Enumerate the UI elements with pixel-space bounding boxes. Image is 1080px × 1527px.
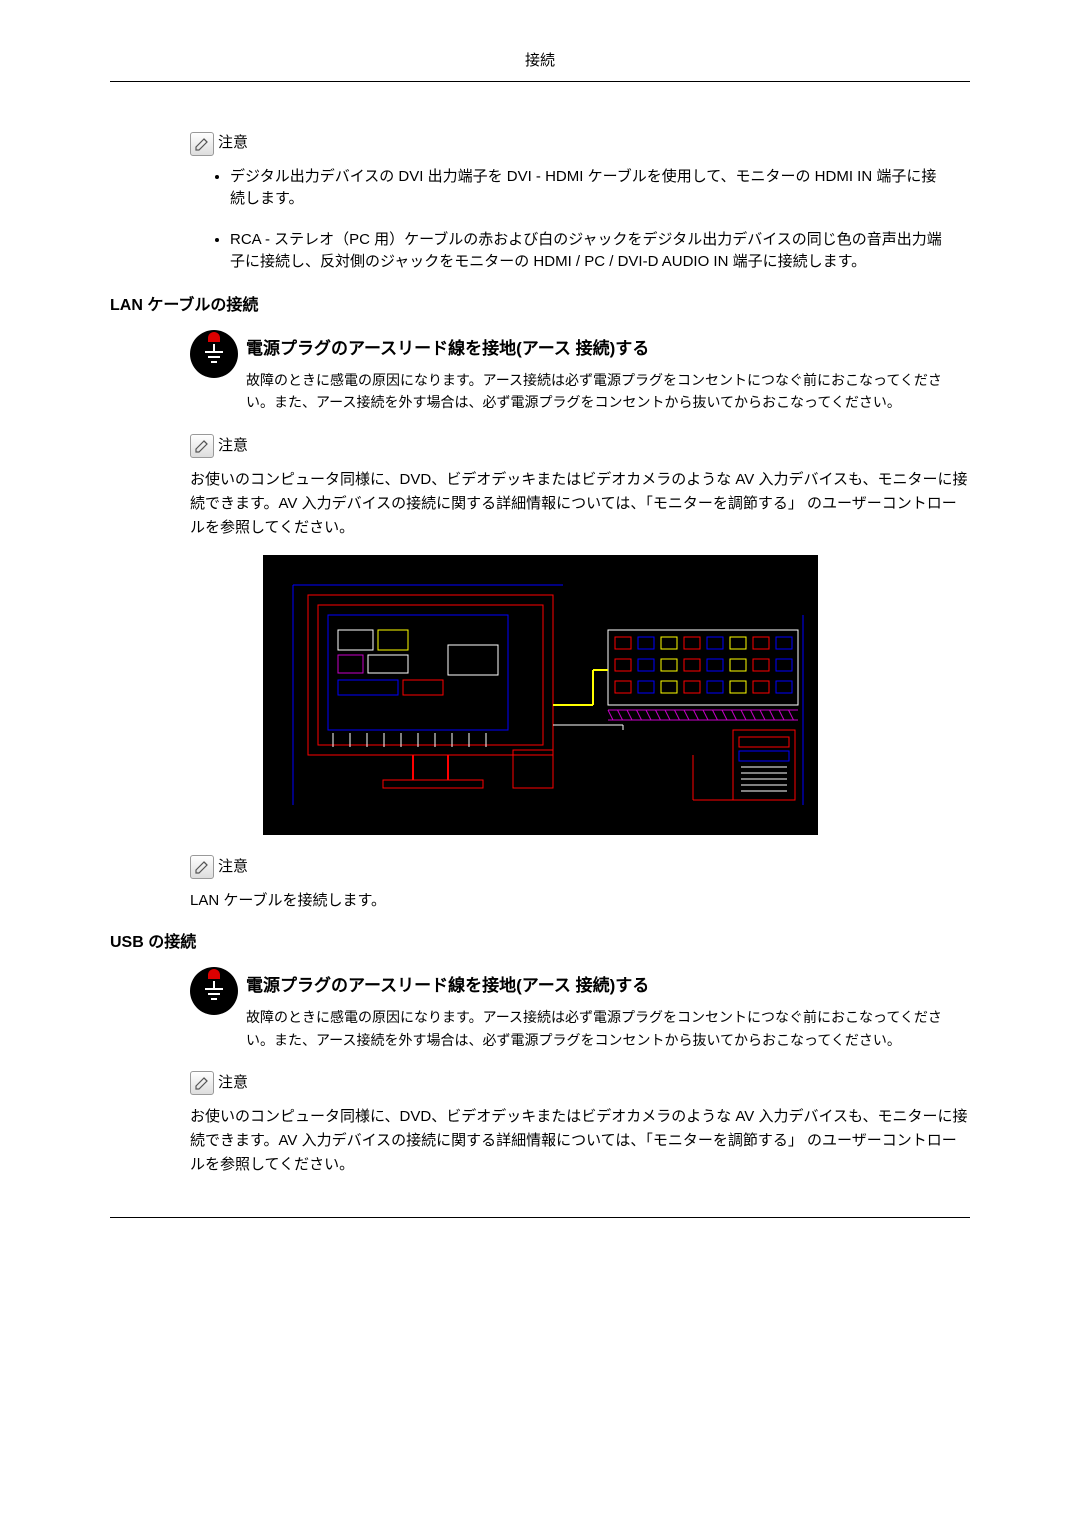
connection-diagram bbox=[263, 555, 818, 835]
warning-title: 電源プラグのアースリード線を接地(アース 接続)する bbox=[246, 973, 970, 999]
note-label: 注意 bbox=[218, 1072, 248, 1095]
pencil-note-icon bbox=[190, 855, 214, 879]
section-heading-lan: LAN ケーブルの接続 bbox=[110, 294, 970, 318]
warning-text: 故障のときに感電の原因になります。アース接続は必ず電源プラグをコンセントにつなぐ… bbox=[246, 1006, 970, 1051]
body-paragraph: お使いのコンピュータ同様に、DVD、ビデオデッキまたはビデオカメラのような AV… bbox=[190, 1105, 970, 1177]
bullet-list: デジタル出力デバイスの DVI 出力端子を DVI - HDMI ケーブルを使用… bbox=[230, 166, 970, 274]
body-paragraph: LAN ケーブルを接続します。 bbox=[190, 889, 970, 913]
warning-block: 電源プラグのアースリード線を接地(アース 接続)する 故障のときに感電の原因にな… bbox=[190, 967, 970, 1051]
warning-text: 故障のときに感電の原因になります。アース接続は必ず電源プラグをコンセントにつなぐ… bbox=[246, 369, 970, 414]
pencil-note-icon bbox=[190, 1071, 214, 1095]
page-header-title: 接続 bbox=[110, 50, 970, 82]
note-header: 注意 bbox=[190, 132, 970, 156]
ground-warning-icon bbox=[190, 330, 238, 378]
section-heading-usb: USB の接続 bbox=[110, 931, 970, 955]
pencil-note-icon bbox=[190, 132, 214, 156]
warning-block: 電源プラグのアースリード線を接地(アース 接続)する 故障のときに感電の原因にな… bbox=[190, 330, 970, 414]
note-header: 注意 bbox=[190, 1071, 970, 1095]
note-header: 注意 bbox=[190, 855, 970, 879]
warning-content: 電源プラグのアースリード線を接地(アース 接続)する 故障のときに感電の原因にな… bbox=[246, 967, 970, 1051]
body-paragraph: お使いのコンピュータ同様に、DVD、ビデオデッキまたはビデオカメラのような AV… bbox=[190, 468, 970, 540]
note-label: 注意 bbox=[218, 435, 248, 458]
warning-title: 電源プラグのアースリード線を接地(アース 接続)する bbox=[246, 336, 970, 362]
note-header: 注意 bbox=[190, 434, 970, 458]
pencil-note-icon bbox=[190, 434, 214, 458]
warning-content: 電源プラグのアースリード線を接地(アース 接続)する 故障のときに感電の原因にな… bbox=[246, 330, 970, 414]
list-item: デジタル出力デバイスの DVI 出力端子を DVI - HDMI ケーブルを使用… bbox=[230, 166, 970, 211]
note-label: 注意 bbox=[218, 856, 248, 879]
ground-warning-icon bbox=[190, 967, 238, 1015]
list-item: RCA - ステレオ（PC 用）ケーブルの赤および白のジャックをデジタル出力デバ… bbox=[230, 229, 970, 274]
note-label: 注意 bbox=[218, 132, 248, 155]
footer-rule bbox=[110, 1217, 970, 1218]
